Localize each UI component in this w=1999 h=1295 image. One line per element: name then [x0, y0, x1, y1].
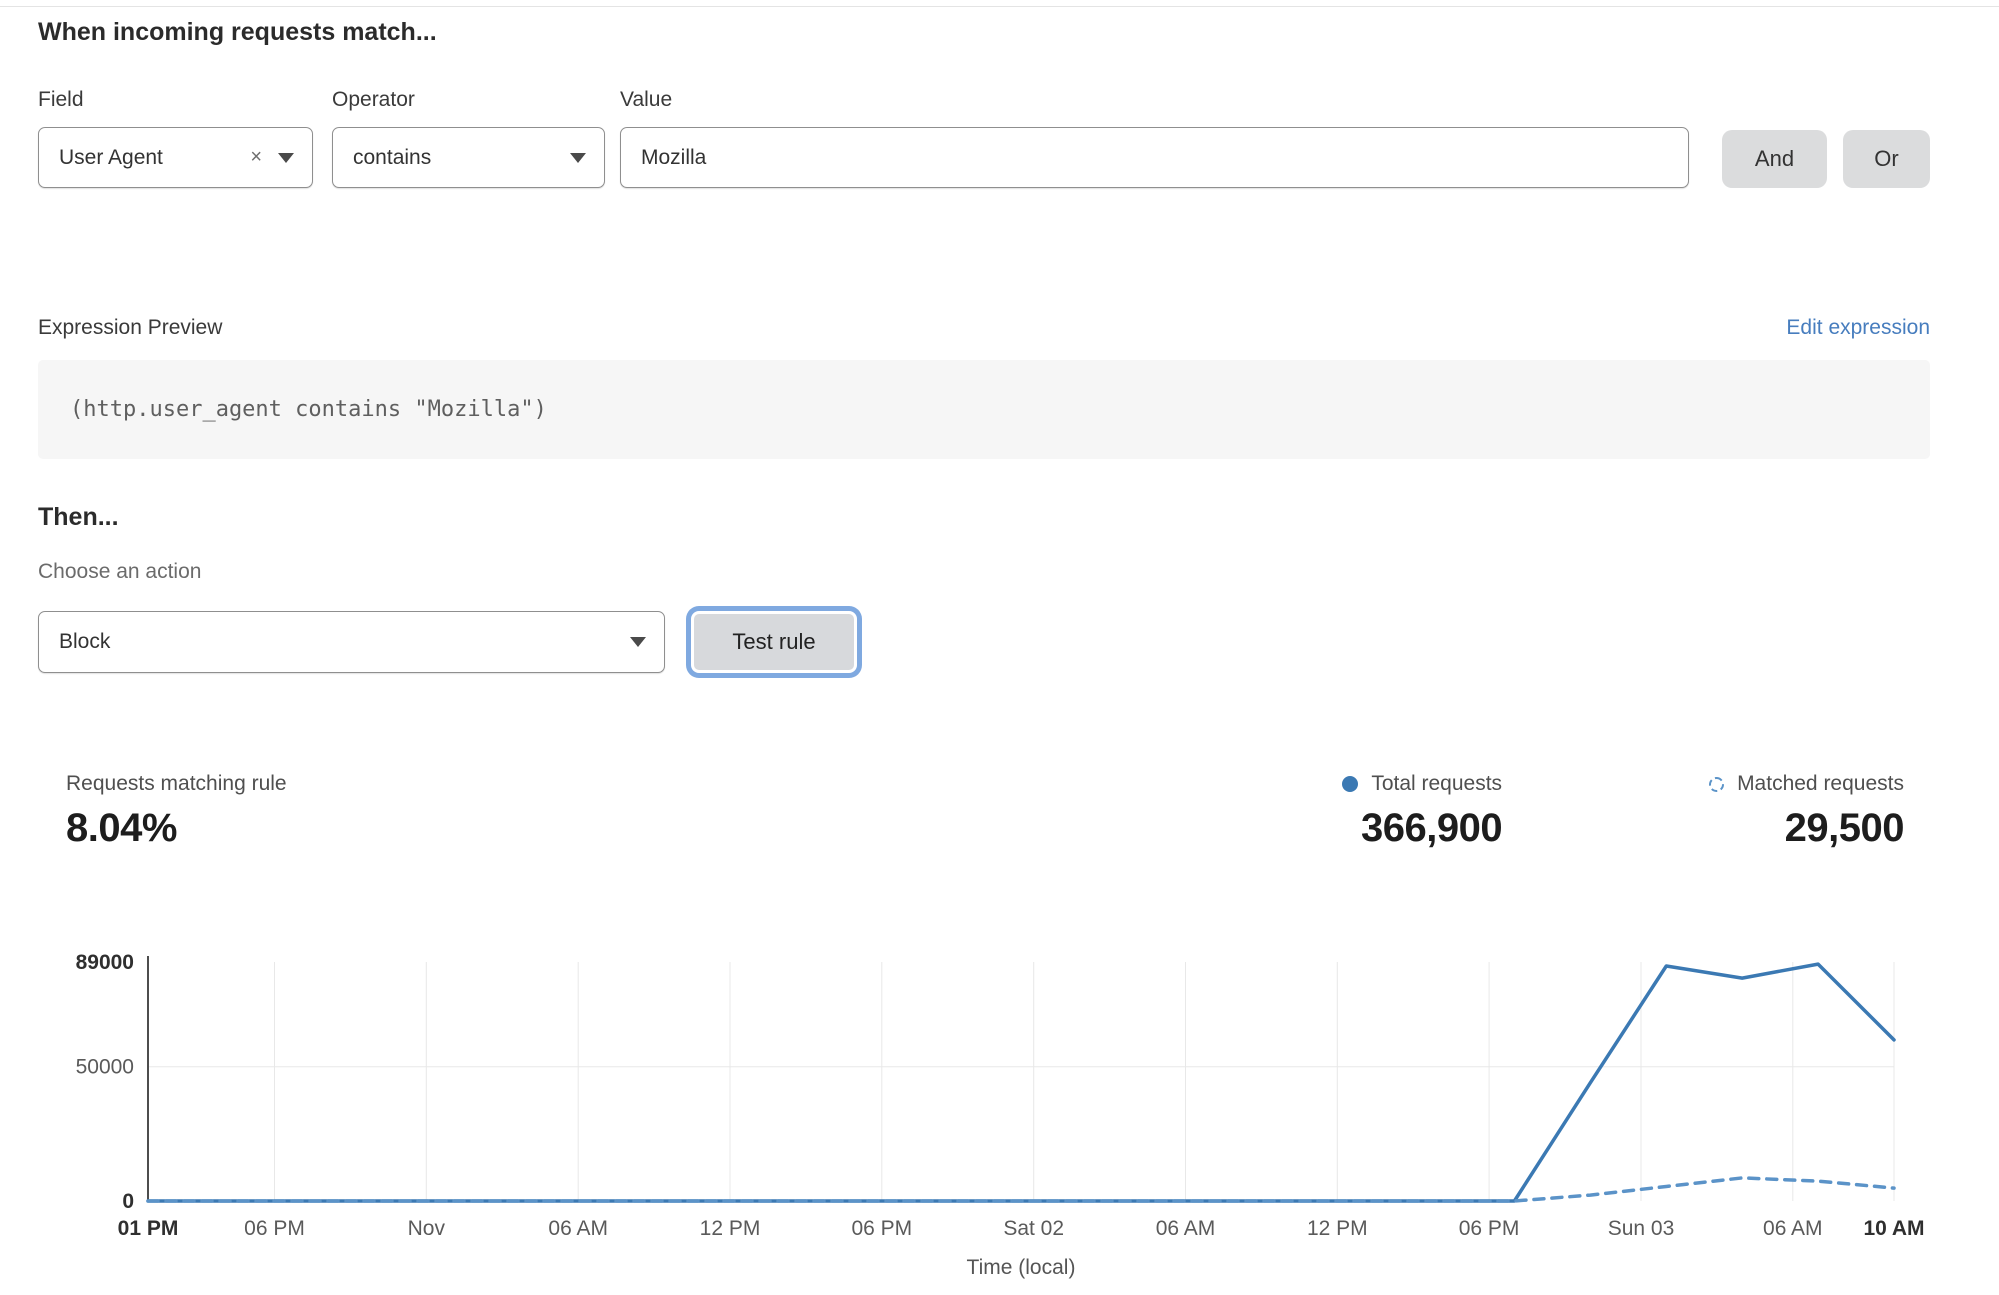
- stats-row: Requests matching rule 8.04% Total reque…: [66, 772, 1930, 851]
- action-select[interactable]: Block: [38, 611, 665, 673]
- choose-action-label: Choose an action: [38, 560, 202, 583]
- y-tick-label: 50000: [76, 1056, 134, 1079]
- y-tick-label: 0: [122, 1190, 134, 1213]
- chevron-down-icon: [278, 152, 294, 163]
- operator-label: Operator: [332, 88, 415, 111]
- operator-column: Operator contains: [332, 88, 605, 188]
- expression-code-block: (http.user_agent contains "Mozilla"): [38, 360, 1930, 459]
- and-button[interactable]: And: [1722, 130, 1827, 188]
- x-tick-label: 06 PM: [244, 1217, 305, 1240]
- stat-total-requests: Total requests 366,900: [1342, 772, 1503, 851]
- x-tick-label: Nov: [408, 1217, 446, 1240]
- x-tick-label: 12 PM: [700, 1217, 761, 1240]
- matched-requests-value: 29,500: [1784, 806, 1905, 850]
- top-divider: [0, 6, 1999, 7]
- edit-expression-link[interactable]: Edit expression: [1786, 316, 1930, 339]
- x-tick-label: Sun 03: [1608, 1217, 1675, 1240]
- stat-matching-rule: Requests matching rule 8.04%: [66, 772, 287, 851]
- x-tick-label: 06 AM: [1156, 1217, 1216, 1240]
- match-heading: When incoming requests match...: [38, 18, 437, 46]
- clear-field-icon[interactable]: ×: [250, 146, 262, 168]
- matched-requests-legend-dashed-circle-icon: [1709, 776, 1725, 792]
- x-tick-label: 01 PM: [118, 1217, 179, 1240]
- field-select[interactable]: User Agent ×: [38, 127, 313, 188]
- total-requests-label: Total requests: [1371, 772, 1503, 795]
- expression-preview-label: Expression Preview: [38, 316, 223, 339]
- or-button[interactable]: Or: [1843, 130, 1930, 188]
- field-label: Field: [38, 88, 84, 111]
- x-tick-label: Sat 02: [1003, 1217, 1064, 1240]
- field-column: Field User Agent ×: [38, 88, 313, 188]
- operator-select[interactable]: contains: [332, 127, 605, 188]
- matched-requests-label: Matched requests: [1737, 772, 1904, 795]
- test-rule-button[interactable]: Test rule: [693, 613, 855, 671]
- x-tick-label: 10 AM: [1863, 1217, 1924, 1240]
- x-axis-title: Time (local): [967, 1256, 1076, 1279]
- x-tick-label: 06 PM: [851, 1217, 912, 1240]
- matching-rule-value: 8.04%: [66, 806, 177, 850]
- x-tick-label: 06 AM: [548, 1217, 608, 1240]
- x-tick-label: 12 PM: [1307, 1217, 1368, 1240]
- chevron-down-icon: [570, 152, 586, 163]
- total-requests-legend-dot-icon: [1342, 776, 1359, 792]
- x-tick-label: 06 AM: [1763, 1217, 1823, 1240]
- total-requests-value: 366,900: [1360, 806, 1503, 850]
- value-input[interactable]: [620, 127, 1689, 188]
- rule-condition-row: Field User Agent × Operator contains Val…: [38, 88, 1930, 188]
- requests-chart-svg: 0 50000 89000 01 PM 06 PM Nov 06 AM 12 PM 06 PM S…: [76, 951, 1925, 1279]
- expression-header: Expression Preview Edit expression: [38, 316, 1930, 340]
- y-tick-label: 89000: [76, 951, 134, 974]
- series-matched-requests: [146, 1176, 1896, 1203]
- action-row: Block Test rule: [38, 611, 855, 673]
- field-select-value: User Agent: [59, 145, 163, 169]
- action-select-value: Block: [59, 630, 111, 653]
- operator-select-value: contains: [353, 145, 432, 169]
- value-column: Value: [620, 88, 1689, 188]
- value-label: Value: [620, 88, 673, 111]
- stat-matched-requests: Matched requests 29,500: [1709, 772, 1905, 851]
- then-heading: Then...: [38, 503, 119, 531]
- expression-code: (http.user_agent contains "Mozilla"): [70, 397, 547, 422]
- chevron-down-icon: [630, 637, 646, 647]
- series-total-requests: [146, 962, 1896, 1203]
- matching-rule-label: Requests matching rule: [66, 772, 287, 795]
- requests-chart: 0 50000 89000 01 PM 06 PM Nov 06 AM 12 PM 06 PM S…: [38, 935, 1930, 1285]
- x-tick-label: 06 PM: [1459, 1217, 1520, 1240]
